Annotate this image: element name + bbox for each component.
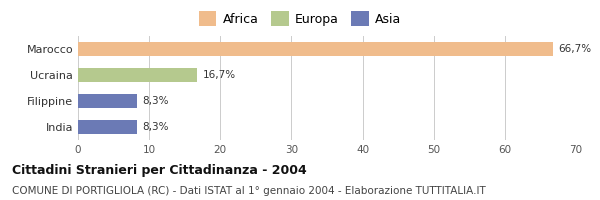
- Text: COMUNE DI PORTIGLIOLA (RC) - Dati ISTAT al 1° gennaio 2004 - Elaborazione TUTTIT: COMUNE DI PORTIGLIOLA (RC) - Dati ISTAT …: [12, 186, 486, 196]
- Bar: [78, 94, 137, 108]
- Bar: [78, 42, 553, 56]
- Bar: [78, 120, 137, 134]
- Text: Cittadini Stranieri per Cittadinanza - 2004: Cittadini Stranieri per Cittadinanza - 2…: [12, 164, 307, 177]
- Bar: [78, 68, 197, 82]
- Text: 8,3%: 8,3%: [143, 122, 169, 132]
- Text: 16,7%: 16,7%: [203, 70, 236, 80]
- Legend: Africa, Europa, Asia: Africa, Europa, Asia: [194, 6, 406, 31]
- Text: 66,7%: 66,7%: [558, 44, 592, 54]
- Text: 8,3%: 8,3%: [143, 96, 169, 106]
